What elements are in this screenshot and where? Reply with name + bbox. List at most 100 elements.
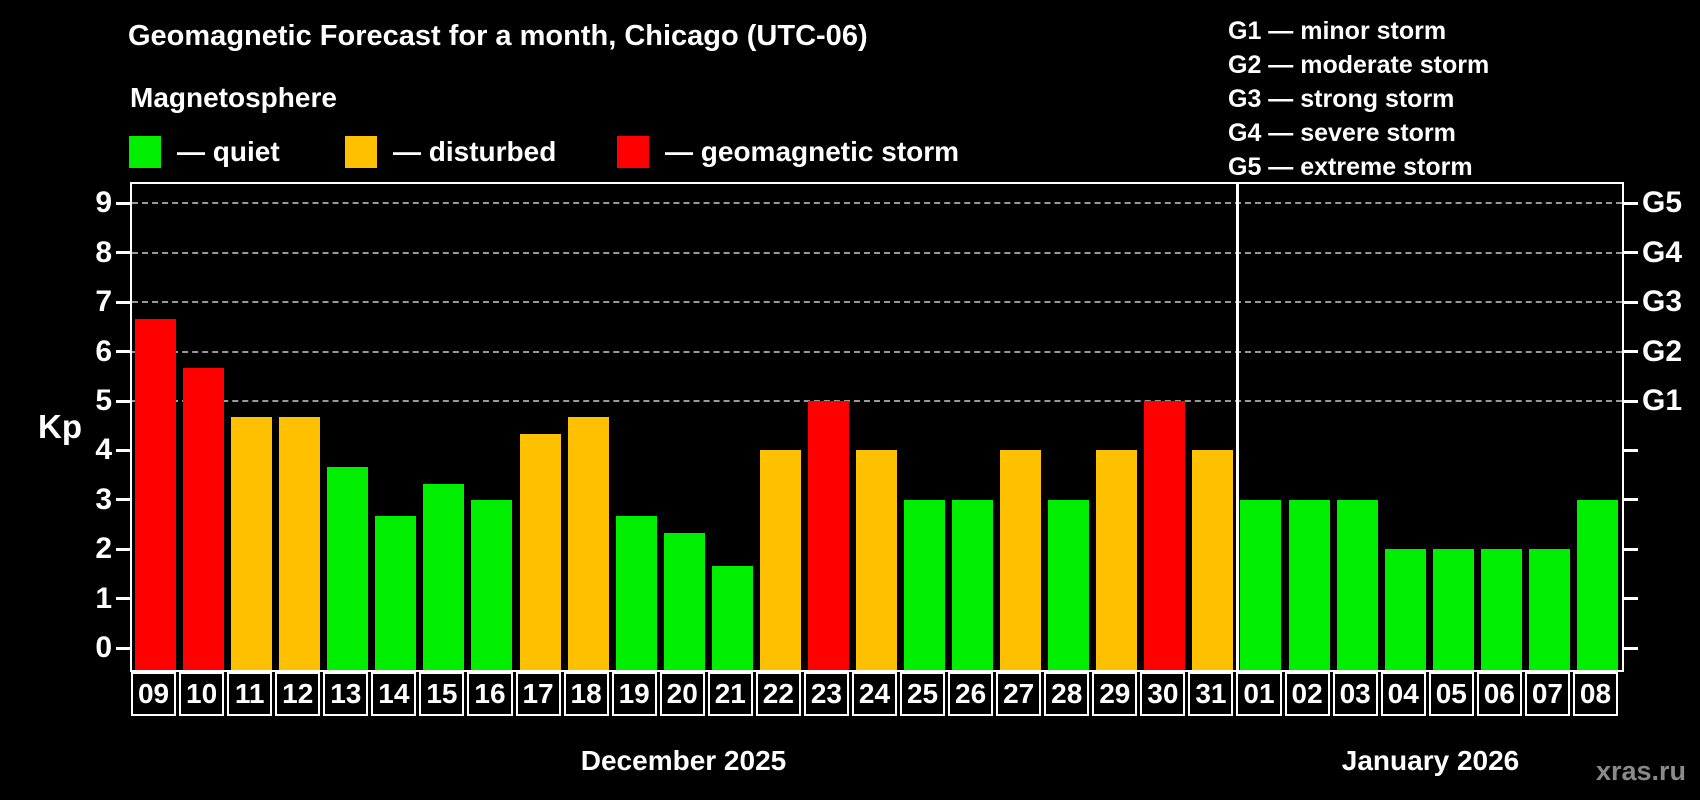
kp-bar-day-16 <box>471 499 513 670</box>
y-axis-tick <box>116 201 132 205</box>
kp-bar-day-19 <box>615 516 657 670</box>
y-axis-tick <box>116 646 132 650</box>
kp-bar-day-01 <box>1240 499 1282 670</box>
day-label-22: 22 <box>755 672 801 716</box>
y-axis-tick <box>1622 547 1638 551</box>
kp-bar-day-15 <box>423 483 465 670</box>
y-axis-tick <box>1622 201 1638 205</box>
g-legend-line-g3: G3 — strong storm <box>1228 85 1455 113</box>
quiet-color-swatch-icon <box>129 136 161 168</box>
kp-bar-day-31 <box>1192 450 1234 670</box>
day-label-06: 06 <box>1476 672 1522 716</box>
day-label-29: 29 <box>1092 672 1138 716</box>
y-axis-tick <box>1622 448 1638 452</box>
day-label-24: 24 <box>851 672 898 716</box>
right-axis-label-g4: G4 <box>1642 235 1683 269</box>
gridline-kp6 <box>132 350 1622 353</box>
kp-bar-day-03 <box>1336 499 1378 670</box>
day-label-15: 15 <box>419 672 465 716</box>
day-label-25: 25 <box>900 672 946 716</box>
kp-bar-day-11 <box>231 417 273 670</box>
watermark: xras.ru <box>1595 756 1686 786</box>
day-label-12: 12 <box>275 672 321 716</box>
y-axis-tick <box>116 300 132 304</box>
kp-bar-day-17 <box>519 434 561 670</box>
kp-bar-day-13 <box>327 466 369 670</box>
y-axis-tick <box>116 498 132 502</box>
plot-area: 0 1 2 3 4 5 6 7 8 9 G1 G2 G3 G4 G5 <box>95 182 1682 672</box>
day-label-09: 09 <box>131 672 177 716</box>
y-axis-tick <box>116 251 132 255</box>
y-axis-tick <box>1622 399 1638 403</box>
day-label-30: 30 <box>1140 672 1186 716</box>
y-axis-tick-label-9: 9 <box>95 186 112 220</box>
page-title: Geomagnetic Forecast for a month, Chicag… <box>128 20 868 52</box>
y-axis-tick <box>116 597 132 601</box>
x-axis-day-labels: 09 10 11 12 13 14 15 16 17 18 19 20 21 22 23 24 25 26 27 28… <box>130 672 1624 716</box>
legend-item-storm: — geomagnetic storm <box>617 136 959 168</box>
day-label-14: 14 <box>371 672 417 716</box>
kp-bar-day-04 <box>1384 549 1426 670</box>
y-axis-tick <box>1622 300 1638 304</box>
y-axis-tick <box>1622 646 1638 650</box>
day-label-10: 10 <box>179 672 225 716</box>
kp-bar-day-24 <box>855 450 897 670</box>
month-separator-line <box>1235 184 1239 670</box>
legend-label-disturbed: — disturbed <box>393 136 557 167</box>
y-axis-tick-label-1: 1 <box>95 581 112 615</box>
y-axis-tick <box>1622 597 1638 601</box>
month-label-december: December 2025 <box>580 745 787 776</box>
day-label-07: 07 <box>1524 672 1570 716</box>
y-axis-title: Kp <box>38 408 82 445</box>
disturbed-color-swatch-icon <box>345 136 377 168</box>
gridline-kp7 <box>132 301 1622 304</box>
day-label-26: 26 <box>948 672 994 716</box>
day-label-28: 28 <box>1044 672 1090 716</box>
day-label-16: 16 <box>467 672 513 716</box>
legend-label-quiet: — quiet <box>177 136 280 167</box>
y-axis-tick-label-8: 8 <box>95 235 112 269</box>
kp-bar-day-29 <box>1096 450 1138 670</box>
g-legend-line-g4: G4 — severe storm <box>1228 119 1456 147</box>
y-axis-tick-label-3: 3 <box>95 482 112 516</box>
kp-bar-day-07 <box>1528 549 1570 670</box>
right-axis-label-g2: G2 <box>1642 334 1683 368</box>
kp-bar-day-30 <box>1144 401 1186 670</box>
day-label-02: 02 <box>1284 672 1330 716</box>
day-label-11: 11 <box>227 672 273 716</box>
kp-bar-day-05 <box>1432 549 1474 670</box>
kp-bar-day-21 <box>711 565 753 670</box>
right-axis-label-g1: G1 <box>1642 384 1683 417</box>
y-axis-tick-label-5: 5 <box>95 384 112 417</box>
day-label-27: 27 <box>996 672 1042 716</box>
y-axis-tick-label-2: 2 <box>95 532 112 566</box>
kp-bar-day-02 <box>1288 499 1330 670</box>
day-label-13: 13 <box>323 672 369 716</box>
day-label-04: 04 <box>1380 672 1426 716</box>
right-axis-label-g3: G3 <box>1642 285 1683 319</box>
g-legend-line-g5: G5 — extreme storm <box>1228 153 1473 181</box>
legend-label-storm: — geomagnetic storm <box>665 136 960 167</box>
y-axis-tick <box>116 399 132 403</box>
day-label-23: 23 <box>803 672 849 716</box>
day-label-31: 31 <box>1188 672 1234 716</box>
day-label-20: 20 <box>659 672 705 716</box>
y-axis-tick <box>116 547 132 551</box>
y-axis-tick-label-0: 0 <box>95 631 112 664</box>
day-label-01: 01 <box>1236 672 1282 716</box>
kp-bar-day-26 <box>952 499 994 670</box>
kp-bar-day-12 <box>279 417 321 670</box>
y-axis-tick-label-6: 6 <box>95 334 112 368</box>
g-scale-legend: G1 — minor storm G2 — moderate storm G3 … <box>1228 14 1489 184</box>
y-axis-tick <box>116 448 132 452</box>
y-axis-tick-label-4: 4 <box>95 433 112 467</box>
kp-bar-day-22 <box>759 450 801 670</box>
storm-color-swatch-icon <box>617 136 649 168</box>
y-axis-tick-label-7: 7 <box>95 285 112 319</box>
kp-bar-day-10 <box>183 367 225 670</box>
kp-bar-day-25 <box>904 499 946 670</box>
kp-bar-day-28 <box>1048 499 1090 670</box>
day-label-03: 03 <box>1332 672 1378 716</box>
gridline-kp5 <box>132 400 1622 402</box>
